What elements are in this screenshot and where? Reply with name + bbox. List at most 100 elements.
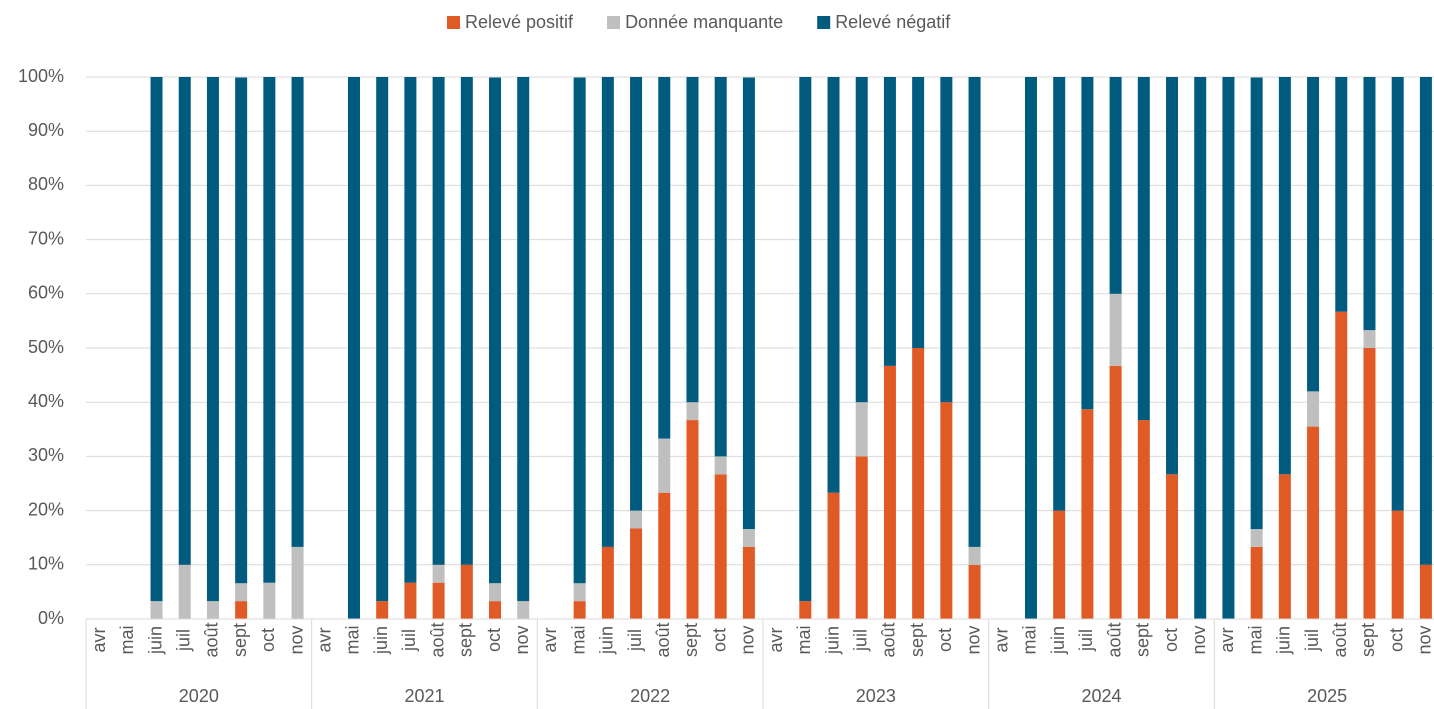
bar-segment (376, 601, 389, 619)
bar-segment (855, 402, 868, 457)
bar-segment (601, 77, 614, 547)
bar-segment (912, 77, 925, 348)
bar-segment (742, 529, 755, 547)
legend-swatch (607, 16, 621, 29)
x-tick-label: juil (1302, 629, 1322, 652)
bar-segment (630, 510, 643, 529)
bar-segment (1137, 420, 1150, 619)
x-tick-label: juin (145, 626, 165, 655)
x-tick-label: juin (1274, 626, 1294, 655)
y-tick-label: 80% (28, 174, 64, 194)
bar-segment (291, 77, 304, 547)
bar-segment (658, 77, 671, 439)
x-tick-label: mai (343, 625, 363, 654)
x-tick-label: sept (1133, 623, 1153, 657)
bar-segment (799, 601, 812, 619)
x-tick-label: juin (597, 626, 617, 655)
bar-segment (1166, 474, 1179, 619)
bar-segment (686, 77, 699, 403)
x-tick-label: juil (399, 629, 419, 652)
y-tick-label: 40% (28, 391, 64, 411)
y-tick-label: 90% (28, 120, 64, 140)
group-label: 2024 (1081, 686, 1121, 706)
x-tick-label: nov (1415, 625, 1434, 654)
bar-segment (376, 77, 389, 602)
bar-segment (263, 77, 276, 583)
bar-segment (1307, 426, 1320, 619)
bar-segment (206, 77, 219, 602)
bar-segment (460, 564, 473, 619)
bar-segment (1081, 77, 1094, 410)
x-tick-label: juin (371, 626, 391, 655)
bar-segment (432, 582, 445, 619)
x-tick-label: avr (766, 627, 786, 652)
bar-segment (1363, 348, 1376, 619)
bar-segment (460, 77, 473, 565)
y-tick-label: 100% (18, 66, 64, 86)
bar-segment (1391, 510, 1404, 619)
bar-segment (855, 77, 868, 403)
bar-segment (573, 77, 586, 584)
bar-segment (658, 438, 671, 493)
x-tick-label: juil (173, 629, 193, 652)
x-tick-label: sept (1358, 623, 1378, 657)
bar-segment (206, 601, 219, 619)
bar-segment (1250, 529, 1263, 547)
x-tick-label: oct (484, 628, 504, 652)
bar-segment (235, 583, 248, 602)
y-tick-label: 10% (28, 554, 64, 574)
bar-segment (883, 365, 896, 619)
bar-segment (1166, 77, 1179, 475)
bar-segment (883, 77, 896, 366)
y-tick-label: 50% (28, 337, 64, 357)
bar-segment (658, 492, 671, 619)
bar-segment (1335, 77, 1348, 312)
x-tick-label: avr (315, 627, 335, 652)
bar-segment (686, 402, 699, 421)
group-label: 2020 (179, 686, 219, 706)
bar-segment (489, 583, 502, 602)
group-label: 2023 (856, 686, 896, 706)
x-tick-label: sept (456, 623, 476, 657)
x-tick-label: nov (1189, 625, 1209, 654)
x-tick-label: août (1104, 622, 1124, 657)
y-tick-label: 0% (38, 608, 64, 628)
bar-segment (1053, 510, 1066, 619)
bar-segment (1109, 77, 1122, 294)
bar-segment (1250, 77, 1263, 530)
x-tick-label: avr (89, 627, 109, 652)
bar-segment (1307, 77, 1320, 392)
group-label: 2021 (404, 686, 444, 706)
bar-segment (827, 492, 840, 619)
bar-segment (517, 77, 530, 602)
bar-segment (1222, 77, 1235, 619)
bar-segment (912, 348, 925, 619)
legend-swatch (817, 16, 831, 29)
legend-label: Relevé négatif (835, 12, 951, 32)
x-tick-label: août (879, 622, 899, 657)
x-tick-label: juil (850, 629, 870, 652)
bar-segment (432, 77, 445, 565)
bar-segment (1081, 409, 1094, 619)
x-tick-label: mai (117, 625, 137, 654)
bar-segment (404, 77, 417, 583)
bar-segment (1391, 77, 1404, 511)
bar-segment (1363, 330, 1376, 348)
x-tick-label: oct (258, 628, 278, 652)
bar-segment (968, 564, 981, 619)
group-label: 2025 (1307, 686, 1347, 706)
x-tick-label: août (653, 622, 673, 657)
bar-segment (686, 420, 699, 619)
bar-segment (1024, 77, 1037, 619)
bar-segment (1363, 77, 1376, 331)
bar-segment (573, 601, 586, 619)
bar-segment (714, 456, 727, 475)
x-tick-label: sept (230, 623, 250, 657)
bar-segment (1278, 77, 1291, 475)
y-tick-label: 30% (28, 445, 64, 465)
bar-segment (714, 77, 727, 457)
x-tick-label: nov (512, 625, 532, 654)
x-tick-label: août (202, 622, 222, 657)
bar-segment (263, 582, 276, 619)
bar-segment (1137, 77, 1150, 421)
